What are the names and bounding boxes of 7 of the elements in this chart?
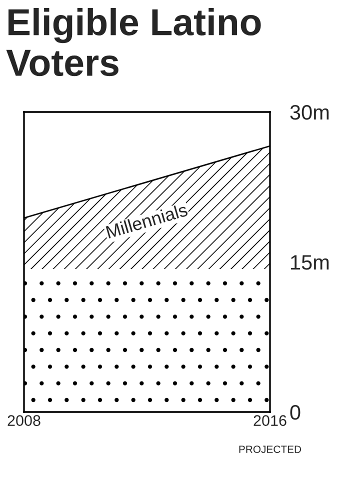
y-tick-label: 0	[290, 405, 300, 420]
chart-title: Eligible Latino Voters	[6, 8, 261, 76]
text: PROJECTED	[239, 446, 302, 453]
x-tick-label: 2008	[8, 415, 40, 426]
x-tick-label: 2016	[254, 415, 286, 426]
y-tick-label: 15m	[291, 255, 329, 270]
y-tick-label: 30m	[290, 105, 329, 120]
